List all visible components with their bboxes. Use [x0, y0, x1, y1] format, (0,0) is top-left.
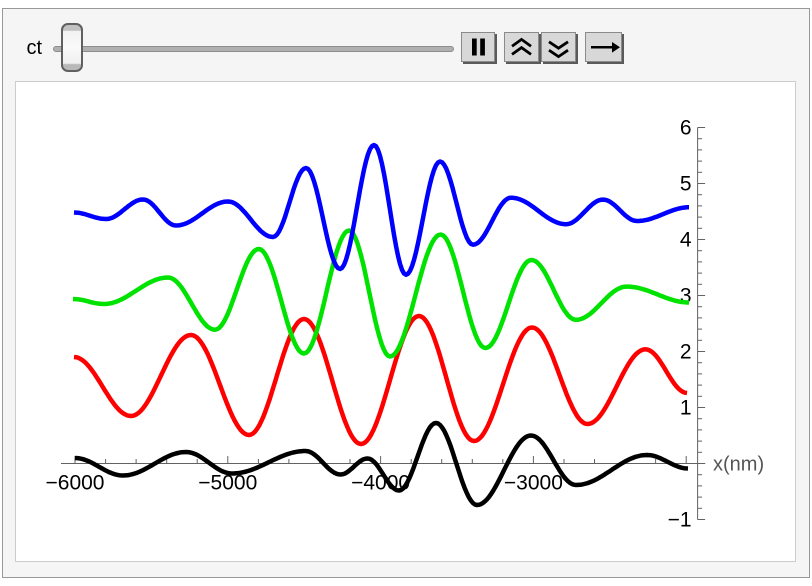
svg-text:x(nm): x(nm)	[713, 454, 764, 476]
svg-text:3: 3	[680, 285, 692, 308]
svg-text:1: 1	[680, 397, 692, 420]
svg-text:−5000: −5000	[198, 472, 257, 495]
svg-text:−6000: −6000	[46, 472, 105, 495]
svg-text:5: 5	[680, 173, 692, 196]
svg-text:−1: −1	[668, 509, 692, 532]
svg-text:−3000: −3000	[504, 472, 563, 495]
svg-text:4: 4	[680, 229, 692, 252]
svg-text:2: 2	[680, 341, 692, 364]
svg-text:6: 6	[680, 117, 692, 140]
